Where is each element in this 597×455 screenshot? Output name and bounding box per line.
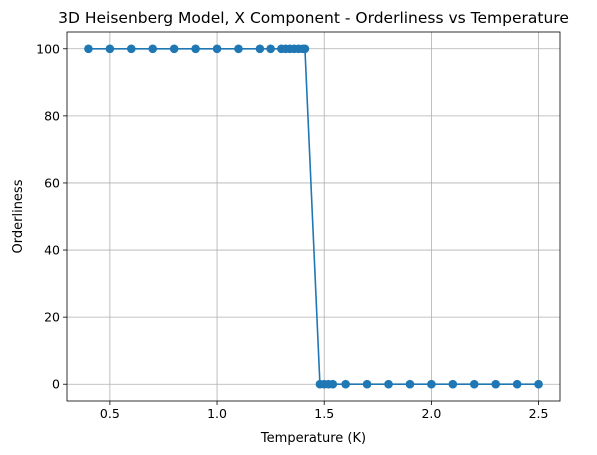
data-point bbox=[191, 44, 200, 54]
y-tick-label: 100 bbox=[36, 41, 60, 56]
x-axis-label: Temperature (K) bbox=[260, 431, 366, 446]
data-point bbox=[266, 44, 275, 54]
data-point bbox=[328, 379, 338, 389]
data-point bbox=[341, 379, 350, 389]
x-tick-label: 2.0 bbox=[421, 406, 441, 421]
data-point bbox=[169, 44, 179, 54]
data-point bbox=[300, 44, 310, 54]
x-tick-label: 0.5 bbox=[100, 406, 120, 421]
chart-title: 3D Heisenberg Model, X Component - Order… bbox=[58, 9, 569, 27]
data-point bbox=[148, 44, 158, 54]
y-tick-label: 40 bbox=[44, 243, 60, 258]
grid bbox=[67, 32, 560, 401]
x-tick-label: 2.5 bbox=[529, 406, 549, 421]
data-point bbox=[384, 379, 393, 389]
y-tick-label: 80 bbox=[44, 108, 60, 123]
data-point bbox=[491, 379, 500, 389]
data-point bbox=[105, 44, 115, 54]
x-tick-label: 1.5 bbox=[314, 406, 334, 421]
data-point bbox=[84, 44, 93, 54]
data-point bbox=[212, 44, 222, 54]
y-tick-label: 20 bbox=[44, 310, 60, 325]
data-point bbox=[534, 379, 543, 389]
data-point bbox=[448, 379, 458, 389]
data-point bbox=[512, 379, 522, 389]
x-tick-label: 1.0 bbox=[207, 406, 227, 421]
data-point bbox=[427, 379, 436, 389]
plot-frame bbox=[66, 31, 561, 402]
data-point bbox=[405, 379, 415, 389]
y-tick-label: 60 bbox=[44, 175, 60, 190]
series-layer bbox=[84, 44, 543, 389]
data-point bbox=[234, 44, 243, 54]
y-tick-label: 0 bbox=[52, 377, 60, 392]
ticks: 0.5 1.0 1.5 2.0 2.5 0 20 40 60 80 100 bbox=[36, 41, 548, 421]
data-point bbox=[255, 44, 265, 54]
data-point bbox=[127, 44, 136, 54]
data-point bbox=[469, 379, 479, 389]
y-axis-label: Orderliness bbox=[11, 179, 26, 253]
series-line bbox=[88, 47, 539, 386]
data-point bbox=[362, 379, 372, 389]
